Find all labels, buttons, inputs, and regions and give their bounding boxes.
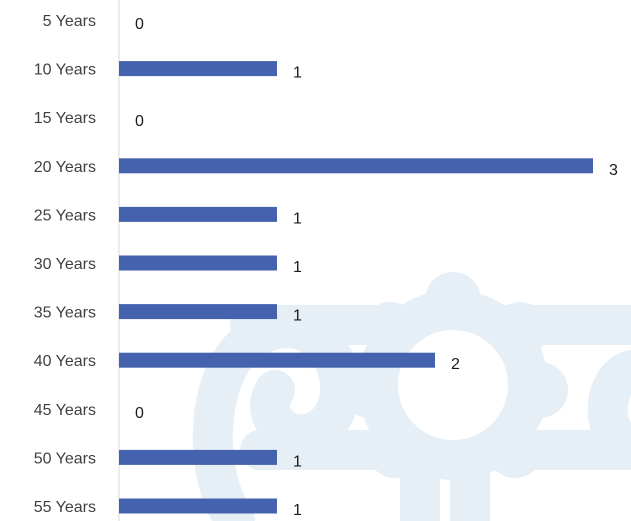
category-tick-label: 55 Years — [34, 499, 96, 516]
data-label: 1 — [293, 210, 302, 227]
category-tick-label: 25 Years — [34, 207, 96, 224]
data-label: 1 — [293, 502, 302, 519]
data-label: 1 — [293, 308, 302, 325]
category-tick-label: 15 Years — [34, 110, 96, 127]
data-label: 2 — [451, 356, 460, 373]
category-tick-label: 45 Years — [34, 402, 96, 419]
category-tick-label: 10 Years — [34, 62, 96, 79]
data-label: 1 — [293, 65, 302, 82]
data-label: 0 — [135, 113, 144, 130]
category-tick-label: 30 Years — [34, 256, 96, 273]
category-tick-label: 20 Years — [34, 159, 96, 176]
bar — [119, 255, 277, 271]
category-tick-label: 5 Years — [43, 13, 96, 30]
category-tick-label: 35 Years — [34, 305, 96, 322]
bar — [119, 61, 277, 77]
data-label: 1 — [293, 453, 302, 470]
data-label: 3 — [609, 162, 618, 179]
data-label: 0 — [135, 405, 144, 422]
bar — [119, 304, 277, 320]
bar — [119, 498, 277, 514]
bar — [119, 449, 277, 465]
category-tick-label: 50 Years — [34, 450, 96, 467]
bar — [119, 206, 277, 222]
data-label: 1 — [293, 259, 302, 276]
category-tick-label: 40 Years — [34, 353, 96, 370]
bar — [119, 352, 435, 368]
data-label: 0 — [135, 16, 144, 33]
bar — [119, 158, 593, 174]
